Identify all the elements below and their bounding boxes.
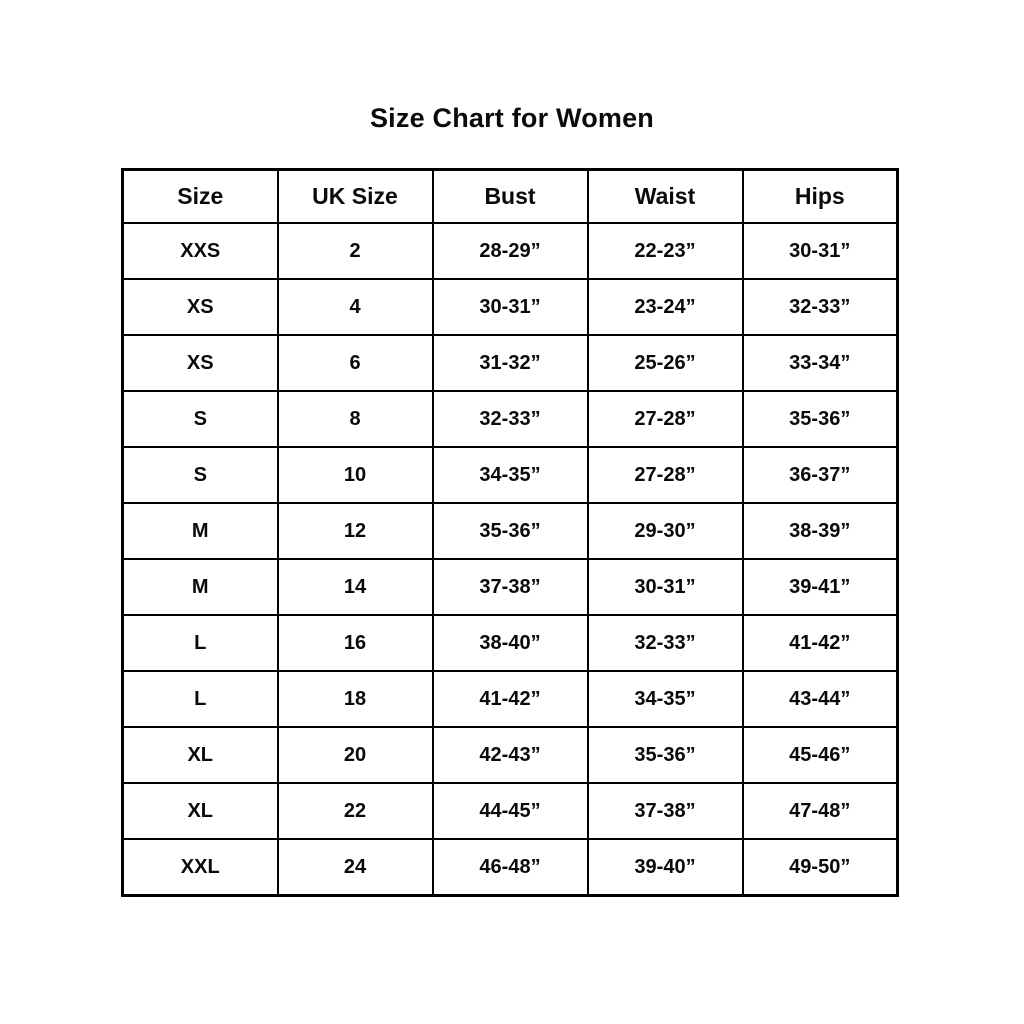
table-cell: M xyxy=(121,558,279,616)
table-cell: 16 xyxy=(276,614,434,672)
table-cell: 37-38” xyxy=(431,558,589,616)
table-cell: 35-36” xyxy=(431,502,589,560)
table-cell: 35-36” xyxy=(586,726,744,784)
table-cell: 43-44” xyxy=(741,670,899,728)
table-cell: 22 xyxy=(276,782,434,840)
table-cell: 12 xyxy=(276,502,434,560)
table-cell: 42-43” xyxy=(431,726,589,784)
table-row: M 12 35-36” 29-30” 38-39” xyxy=(121,502,899,560)
table-cell: 22-23” xyxy=(586,222,744,280)
table-header-cell: Hips xyxy=(741,168,899,224)
table-row: L 18 41-42” 34-35” 43-44” xyxy=(121,670,899,728)
table-cell: 30-31” xyxy=(431,278,589,336)
table-cell: XS xyxy=(121,334,279,392)
table-cell: 41-42” xyxy=(741,614,899,672)
table-cell: 39-41” xyxy=(741,558,899,616)
table-cell: L xyxy=(121,614,279,672)
table-row: XS 4 30-31” 23-24” 32-33” xyxy=(121,278,899,336)
table-cell: 35-36” xyxy=(741,390,899,448)
table-cell: 14 xyxy=(276,558,434,616)
table-cell: 36-37” xyxy=(741,446,899,504)
table-cell: S xyxy=(121,390,279,448)
table-cell: M xyxy=(121,502,279,560)
table-cell: 31-32” xyxy=(431,334,589,392)
table-cell: XL xyxy=(121,782,279,840)
table-cell: 38-39” xyxy=(741,502,899,560)
table-header: Size UK Size Bust Waist Hips xyxy=(121,168,899,224)
table-cell: 34-35” xyxy=(586,670,744,728)
table-row: S 8 32-33” 27-28” 35-36” xyxy=(121,390,899,448)
table-cell: 37-38” xyxy=(586,782,744,840)
table-cell: 46-48” xyxy=(431,838,589,897)
table-cell: 30-31” xyxy=(741,222,899,280)
table-body: XXS 2 28-29” 22-23” 30-31” XS 4 30-31” 23-24” 32-… xyxy=(121,222,899,897)
table-cell: 10 xyxy=(276,446,434,504)
table-row: XL 20 42-43” 35-36” 45-46” xyxy=(121,726,899,784)
table-cell: 2 xyxy=(276,222,434,280)
table-cell: 47-48” xyxy=(741,782,899,840)
table-row: XXL 24 46-48” 39-40” 49-50” xyxy=(121,838,899,897)
table-cell: 29-30” xyxy=(586,502,744,560)
table-cell: 39-40” xyxy=(586,838,744,897)
table-cell: 27-28” xyxy=(586,446,744,504)
table-row: S 10 34-35” 27-28” 36-37” xyxy=(121,446,899,504)
table-cell: 25-26” xyxy=(586,334,744,392)
table-cell: 6 xyxy=(276,334,434,392)
table-cell: 30-31” xyxy=(586,558,744,616)
table-cell: 28-29” xyxy=(431,222,589,280)
table-cell: 44-45” xyxy=(431,782,589,840)
table-cell: 32-33” xyxy=(586,614,744,672)
table-cell: XL xyxy=(121,726,279,784)
table-row: XS 6 31-32” 25-26” 33-34” xyxy=(121,334,899,392)
table-header-row: Size UK Size Bust Waist Hips xyxy=(121,168,899,224)
table-row: L 16 38-40” 32-33” 41-42” xyxy=(121,614,899,672)
table-cell: 4 xyxy=(276,278,434,336)
table-cell: 8 xyxy=(276,390,434,448)
table-cell: XXS xyxy=(121,222,279,280)
table-header-cell: Size xyxy=(121,168,279,224)
table-cell: 27-28” xyxy=(586,390,744,448)
table-cell: 20 xyxy=(276,726,434,784)
table-cell: 18 xyxy=(276,670,434,728)
page-title: Size Chart for Women xyxy=(369,103,655,133)
table-cell: 49-50” xyxy=(741,838,899,897)
table-cell: 41-42” xyxy=(431,670,589,728)
table-cell: 33-34” xyxy=(741,334,899,392)
table-row: M 14 37-38” 30-31” 39-41” xyxy=(121,558,899,616)
table-cell: XXL xyxy=(121,838,279,897)
table-header-cell: Bust xyxy=(431,168,589,224)
table-cell: 32-33” xyxy=(741,278,899,336)
table-header-cell: UK Size xyxy=(276,168,434,224)
size-chart-table: Size UK Size Bust Waist Hips XXS 2 28-29” 22-23… xyxy=(121,168,899,897)
table-cell: 38-40” xyxy=(431,614,589,672)
table-header-cell: Waist xyxy=(586,168,744,224)
table-row: XXS 2 28-29” 22-23” 30-31” xyxy=(121,222,899,280)
table-cell: 24 xyxy=(276,838,434,897)
table-cell: L xyxy=(121,670,279,728)
table-row: XL 22 44-45” 37-38” 47-48” xyxy=(121,782,899,840)
table-cell: 32-33” xyxy=(431,390,589,448)
table-cell: 45-46” xyxy=(741,726,899,784)
table-cell: S xyxy=(121,446,279,504)
table-cell: XS xyxy=(121,278,279,336)
table-cell: 23-24” xyxy=(586,278,744,336)
table-cell: 34-35” xyxy=(431,446,589,504)
